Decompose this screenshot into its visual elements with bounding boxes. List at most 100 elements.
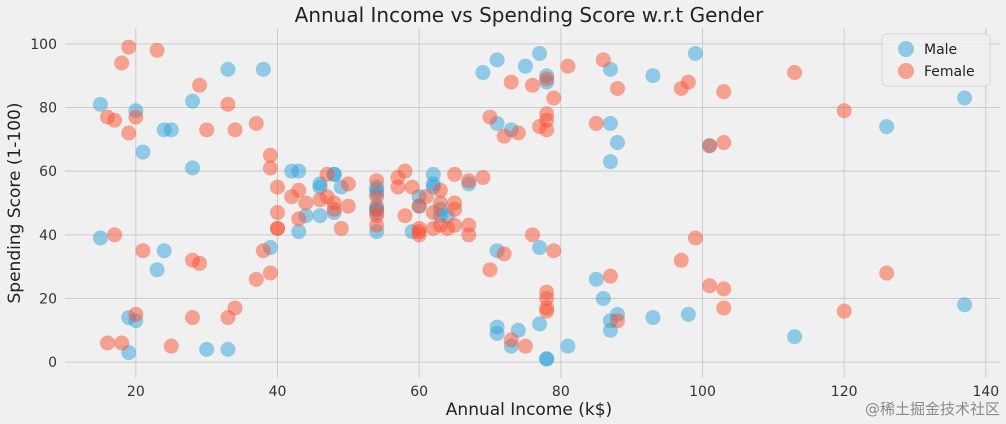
data-point-male bbox=[957, 297, 973, 313]
data-point-female bbox=[432, 182, 448, 198]
data-point-female bbox=[248, 271, 264, 287]
y-tick-label: 100 bbox=[30, 37, 57, 53]
data-point-female bbox=[787, 65, 803, 81]
data-point-female bbox=[461, 227, 477, 243]
data-point-female bbox=[496, 128, 512, 144]
data-point-female bbox=[716, 84, 732, 100]
data-point-female bbox=[702, 138, 718, 154]
data-point-female bbox=[128, 109, 144, 125]
data-point-female bbox=[220, 96, 236, 112]
data-point-female bbox=[702, 278, 718, 294]
data-point-female bbox=[262, 147, 278, 163]
x-axis-label: Annual Income (k$) bbox=[446, 400, 612, 420]
data-point-female bbox=[610, 313, 625, 329]
data-point-female bbox=[270, 179, 285, 195]
watermark-text: @稀土掘金技术社区 bbox=[865, 400, 1000, 418]
data-point-female bbox=[716, 300, 732, 316]
data-point-female bbox=[369, 201, 385, 217]
data-point-female bbox=[185, 310, 200, 326]
data-point-female bbox=[298, 195, 314, 211]
data-point-male bbox=[560, 338, 576, 354]
data-point-male bbox=[588, 271, 604, 287]
data-point-female bbox=[163, 338, 179, 354]
data-point-male bbox=[602, 154, 618, 170]
data-point-female bbox=[121, 125, 137, 141]
data-point-female bbox=[482, 109, 498, 125]
data-point-female bbox=[539, 303, 555, 319]
data-point-male bbox=[595, 290, 611, 306]
data-point-female bbox=[192, 255, 208, 271]
data-point-female bbox=[539, 290, 555, 306]
data-point-male bbox=[156, 243, 172, 259]
data-point-female bbox=[369, 189, 385, 205]
x-tick-label: 20 bbox=[127, 384, 145, 400]
data-point-female bbox=[716, 135, 732, 151]
data-point-female bbox=[517, 338, 533, 354]
y-axis-label: Spending Score (1-100) bbox=[5, 103, 25, 304]
data-point-female bbox=[227, 122, 243, 138]
data-point-female bbox=[149, 42, 165, 58]
data-point-female bbox=[447, 166, 463, 182]
data-point-female bbox=[369, 173, 385, 189]
legend-marker-female bbox=[898, 63, 914, 79]
data-point-female bbox=[539, 71, 555, 87]
data-point-female bbox=[595, 52, 611, 68]
data-point-female bbox=[418, 189, 434, 205]
data-point-male bbox=[610, 135, 625, 151]
data-point-male bbox=[957, 90, 973, 106]
data-point-female bbox=[482, 262, 498, 278]
data-point-male bbox=[163, 122, 179, 138]
data-point-male bbox=[425, 166, 441, 182]
data-point-female bbox=[836, 303, 852, 319]
data-point-female bbox=[475, 170, 491, 186]
data-point-female bbox=[560, 58, 576, 74]
data-point-male bbox=[645, 310, 661, 326]
data-point-female bbox=[546, 243, 562, 259]
data-point-male bbox=[489, 319, 505, 335]
y-tick-label: 60 bbox=[39, 164, 57, 180]
data-point-female bbox=[255, 243, 271, 259]
data-point-female bbox=[836, 103, 852, 119]
data-point-male bbox=[532, 316, 548, 332]
y-tick-label: 20 bbox=[39, 291, 57, 307]
data-point-female bbox=[340, 176, 356, 192]
grid-lines bbox=[65, 28, 1000, 378]
data-point-male bbox=[532, 240, 548, 256]
data-point-female bbox=[107, 112, 123, 128]
data-point-female bbox=[135, 243, 151, 259]
data-point-male bbox=[312, 208, 328, 224]
x-tick-label: 80 bbox=[552, 384, 570, 400]
data-point-female bbox=[192, 77, 208, 93]
data-point-female bbox=[539, 122, 555, 138]
data-point-female bbox=[262, 265, 278, 281]
data-point-female bbox=[114, 55, 130, 71]
data-point-female bbox=[879, 265, 895, 281]
data-point-female bbox=[539, 106, 555, 122]
data-point-female bbox=[262, 160, 278, 176]
data-point-female bbox=[227, 300, 243, 316]
x-tick-label: 60 bbox=[410, 384, 428, 400]
data-point-female bbox=[503, 74, 519, 90]
data-point-male bbox=[199, 341, 215, 357]
legend-label-female: Female bbox=[924, 64, 975, 80]
data-point-female bbox=[397, 163, 413, 179]
y-tick-label: 80 bbox=[39, 101, 57, 117]
data-point-female bbox=[100, 335, 115, 351]
data-point-female bbox=[680, 74, 696, 90]
data-point-female bbox=[248, 115, 264, 131]
data-point-female bbox=[107, 227, 123, 243]
data-point-male bbox=[149, 262, 165, 278]
data-point-male bbox=[220, 341, 236, 357]
data-point-female bbox=[673, 252, 689, 268]
data-point-male bbox=[135, 144, 151, 160]
data-point-female bbox=[716, 281, 732, 297]
data-point-male bbox=[539, 351, 555, 367]
data-point-female bbox=[369, 217, 385, 233]
data-point-male bbox=[92, 230, 108, 246]
data-point-female bbox=[114, 335, 130, 351]
data-point-male bbox=[489, 52, 505, 68]
data-point-female bbox=[411, 220, 427, 236]
data-point-female bbox=[610, 80, 625, 96]
